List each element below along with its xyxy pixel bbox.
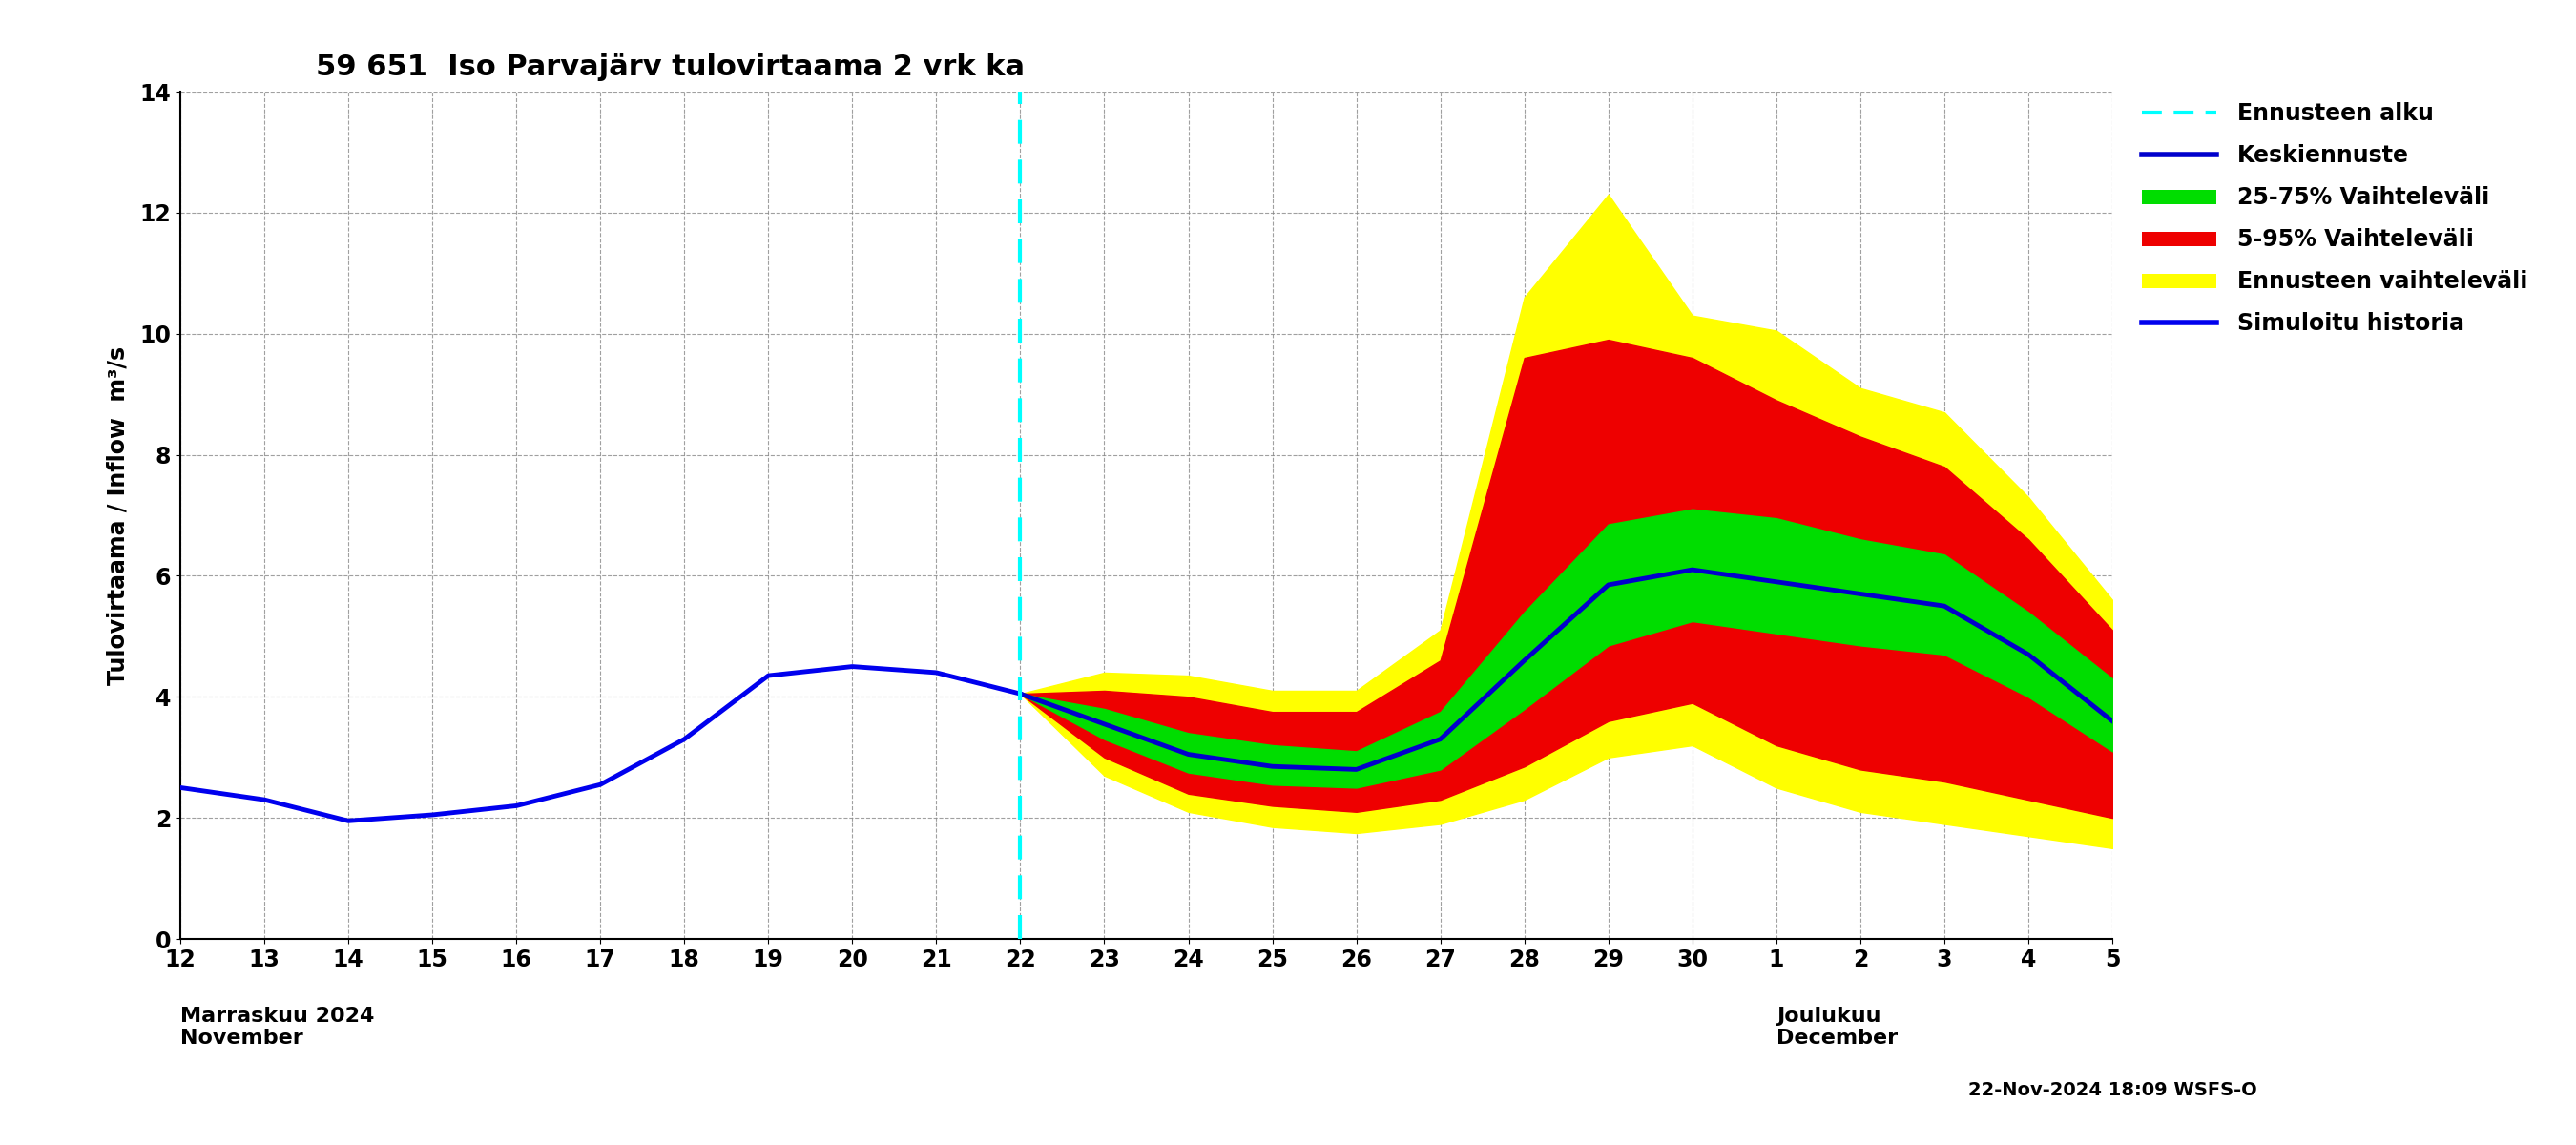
Y-axis label: Tulovirtaama / Inflow  m³/s: Tulovirtaama / Inflow m³/s <box>106 346 129 685</box>
Text: 22-Nov-2024 18:09 WSFS-O: 22-Nov-2024 18:09 WSFS-O <box>1968 1081 2257 1099</box>
Legend: Ennusteen alku, Keskiennuste, 25-75% Vaihteleväli, 5-95% Vaihteleväli, Ennusteen: Ennusteen alku, Keskiennuste, 25-75% Vai… <box>2143 102 2527 335</box>
Text: Joulukuu
December: Joulukuu December <box>1777 1006 1899 1048</box>
Text: Marraskuu 2024
November: Marraskuu 2024 November <box>180 1006 374 1048</box>
Text: 59 651  Iso Parvajärv tulovirtaama 2 vrk ka: 59 651 Iso Parvajärv tulovirtaama 2 vrk … <box>314 54 1025 81</box>
